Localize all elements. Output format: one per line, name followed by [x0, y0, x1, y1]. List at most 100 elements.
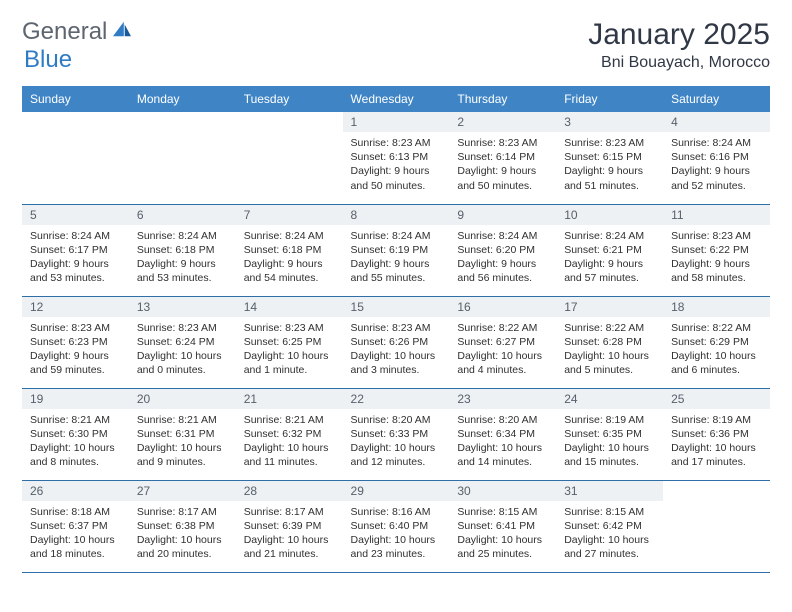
day-number: 29 — [343, 481, 450, 501]
day-number: 14 — [236, 297, 343, 317]
weekday-header: Thursday — [449, 86, 556, 112]
brand-logo: General — [22, 18, 135, 46]
weekday-header: Friday — [556, 86, 663, 112]
day-details: Sunrise: 8:23 AMSunset: 6:26 PMDaylight:… — [343, 317, 450, 384]
day-number: 11 — [663, 205, 770, 225]
day-details: Sunrise: 8:18 AMSunset: 6:37 PMDaylight:… — [22, 501, 129, 568]
day-number: 21 — [236, 389, 343, 409]
calendar-day-cell: 11Sunrise: 8:23 AMSunset: 6:22 PMDayligh… — [663, 204, 770, 296]
calendar-day-cell: 29Sunrise: 8:16 AMSunset: 6:40 PMDayligh… — [343, 480, 450, 572]
calendar-day-cell: 28Sunrise: 8:17 AMSunset: 6:39 PMDayligh… — [236, 480, 343, 572]
day-details: Sunrise: 8:24 AMSunset: 6:19 PMDaylight:… — [343, 225, 450, 292]
day-number: 19 — [22, 389, 129, 409]
day-details: Sunrise: 8:22 AMSunset: 6:29 PMDaylight:… — [663, 317, 770, 384]
calendar-day-cell: . — [236, 112, 343, 204]
day-details: Sunrise: 8:19 AMSunset: 6:36 PMDaylight:… — [663, 409, 770, 476]
calendar-day-cell: . — [663, 480, 770, 572]
day-number: 28 — [236, 481, 343, 501]
day-details: Sunrise: 8:17 AMSunset: 6:39 PMDaylight:… — [236, 501, 343, 568]
calendar-day-cell: 24Sunrise: 8:19 AMSunset: 6:35 PMDayligh… — [556, 388, 663, 480]
calendar-header-row: SundayMondayTuesdayWednesdayThursdayFrid… — [22, 86, 770, 112]
day-details: Sunrise: 8:23 AMSunset: 6:25 PMDaylight:… — [236, 317, 343, 384]
calendar-day-cell: 9Sunrise: 8:24 AMSunset: 6:20 PMDaylight… — [449, 204, 556, 296]
calendar-day-cell: 20Sunrise: 8:21 AMSunset: 6:31 PMDayligh… — [129, 388, 236, 480]
weekday-header: Sunday — [22, 86, 129, 112]
day-number: 2 — [449, 112, 556, 132]
weekday-header: Saturday — [663, 86, 770, 112]
day-number: 18 — [663, 297, 770, 317]
day-details: Sunrise: 8:23 AMSunset: 6:22 PMDaylight:… — [663, 225, 770, 292]
day-details: Sunrise: 8:21 AMSunset: 6:31 PMDaylight:… — [129, 409, 236, 476]
calendar-week-row: 5Sunrise: 8:24 AMSunset: 6:17 PMDaylight… — [22, 204, 770, 296]
calendar-day-cell: 25Sunrise: 8:19 AMSunset: 6:36 PMDayligh… — [663, 388, 770, 480]
brand-word-2: Blue — [24, 46, 72, 74]
day-number: 3 — [556, 112, 663, 132]
calendar-day-cell: 10Sunrise: 8:24 AMSunset: 6:21 PMDayligh… — [556, 204, 663, 296]
day-number: 1 — [343, 112, 450, 132]
calendar-table: SundayMondayTuesdayWednesdayThursdayFrid… — [22, 86, 770, 573]
location-subtitle: Bni Bouayach, Morocco — [588, 54, 770, 72]
day-details: Sunrise: 8:22 AMSunset: 6:28 PMDaylight:… — [556, 317, 663, 384]
day-number: 31 — [556, 481, 663, 501]
day-number: 12 — [22, 297, 129, 317]
calendar-day-cell: 31Sunrise: 8:15 AMSunset: 6:42 PMDayligh… — [556, 480, 663, 572]
day-number: 24 — [556, 389, 663, 409]
weekday-header: Monday — [129, 86, 236, 112]
day-details: Sunrise: 8:23 AMSunset: 6:15 PMDaylight:… — [556, 132, 663, 199]
month-title: January 2025 — [588, 18, 770, 52]
calendar-week-row: . . . 1Sunrise: 8:23 AMSunset: 6:13 PMDa… — [22, 112, 770, 204]
day-details: Sunrise: 8:24 AMSunset: 6:18 PMDaylight:… — [236, 225, 343, 292]
calendar-day-cell: 22Sunrise: 8:20 AMSunset: 6:33 PMDayligh… — [343, 388, 450, 480]
calendar-day-cell: 7Sunrise: 8:24 AMSunset: 6:18 PMDaylight… — [236, 204, 343, 296]
day-number: 22 — [343, 389, 450, 409]
calendar-day-cell: 1Sunrise: 8:23 AMSunset: 6:13 PMDaylight… — [343, 112, 450, 204]
weekday-header: Wednesday — [343, 86, 450, 112]
calendar-day-cell: 26Sunrise: 8:18 AMSunset: 6:37 PMDayligh… — [22, 480, 129, 572]
day-details: Sunrise: 8:20 AMSunset: 6:33 PMDaylight:… — [343, 409, 450, 476]
weekday-header: Tuesday — [236, 86, 343, 112]
day-number: 10 — [556, 205, 663, 225]
day-number: 16 — [449, 297, 556, 317]
day-details: Sunrise: 8:23 AMSunset: 6:13 PMDaylight:… — [343, 132, 450, 199]
calendar-day-cell: 15Sunrise: 8:23 AMSunset: 6:26 PMDayligh… — [343, 296, 450, 388]
day-details: Sunrise: 8:21 AMSunset: 6:32 PMDaylight:… — [236, 409, 343, 476]
calendar-day-cell: 16Sunrise: 8:22 AMSunset: 6:27 PMDayligh… — [449, 296, 556, 388]
calendar-day-cell: 30Sunrise: 8:15 AMSunset: 6:41 PMDayligh… — [449, 480, 556, 572]
calendar-day-cell: 6Sunrise: 8:24 AMSunset: 6:18 PMDaylight… — [129, 204, 236, 296]
calendar-day-cell: . — [22, 112, 129, 204]
calendar-week-row: 26Sunrise: 8:18 AMSunset: 6:37 PMDayligh… — [22, 480, 770, 572]
calendar-day-cell: 13Sunrise: 8:23 AMSunset: 6:24 PMDayligh… — [129, 296, 236, 388]
day-details: Sunrise: 8:23 AMSunset: 6:24 PMDaylight:… — [129, 317, 236, 384]
calendar-body: . . . 1Sunrise: 8:23 AMSunset: 6:13 PMDa… — [22, 112, 770, 572]
calendar-day-cell: 21Sunrise: 8:21 AMSunset: 6:32 PMDayligh… — [236, 388, 343, 480]
day-number: 13 — [129, 297, 236, 317]
day-details: Sunrise: 8:15 AMSunset: 6:41 PMDaylight:… — [449, 501, 556, 568]
day-number: 25 — [663, 389, 770, 409]
calendar-day-cell: 5Sunrise: 8:24 AMSunset: 6:17 PMDaylight… — [22, 204, 129, 296]
calendar-day-cell: 18Sunrise: 8:22 AMSunset: 6:29 PMDayligh… — [663, 296, 770, 388]
calendar-day-cell: 19Sunrise: 8:21 AMSunset: 6:30 PMDayligh… — [22, 388, 129, 480]
calendar-day-cell: 23Sunrise: 8:20 AMSunset: 6:34 PMDayligh… — [449, 388, 556, 480]
day-number: 17 — [556, 297, 663, 317]
day-number: 6 — [129, 205, 236, 225]
day-details: Sunrise: 8:23 AMSunset: 6:23 PMDaylight:… — [22, 317, 129, 384]
day-number: 26 — [22, 481, 129, 501]
day-details: Sunrise: 8:23 AMSunset: 6:14 PMDaylight:… — [449, 132, 556, 199]
day-number: 23 — [449, 389, 556, 409]
sail-icon — [111, 20, 133, 38]
day-details: Sunrise: 8:16 AMSunset: 6:40 PMDaylight:… — [343, 501, 450, 568]
day-details: Sunrise: 8:17 AMSunset: 6:38 PMDaylight:… — [129, 501, 236, 568]
day-number: 27 — [129, 481, 236, 501]
day-number: 5 — [22, 205, 129, 225]
day-number: 8 — [343, 205, 450, 225]
calendar-day-cell: 14Sunrise: 8:23 AMSunset: 6:25 PMDayligh… — [236, 296, 343, 388]
day-details: Sunrise: 8:22 AMSunset: 6:27 PMDaylight:… — [449, 317, 556, 384]
day-details: Sunrise: 8:24 AMSunset: 6:18 PMDaylight:… — [129, 225, 236, 292]
day-details: Sunrise: 8:24 AMSunset: 6:21 PMDaylight:… — [556, 225, 663, 292]
day-number: 15 — [343, 297, 450, 317]
calendar-day-cell: 3Sunrise: 8:23 AMSunset: 6:15 PMDaylight… — [556, 112, 663, 204]
day-details: Sunrise: 8:21 AMSunset: 6:30 PMDaylight:… — [22, 409, 129, 476]
calendar-day-cell: 2Sunrise: 8:23 AMSunset: 6:14 PMDaylight… — [449, 112, 556, 204]
day-details: Sunrise: 8:20 AMSunset: 6:34 PMDaylight:… — [449, 409, 556, 476]
day-details: Sunrise: 8:24 AMSunset: 6:16 PMDaylight:… — [663, 132, 770, 199]
